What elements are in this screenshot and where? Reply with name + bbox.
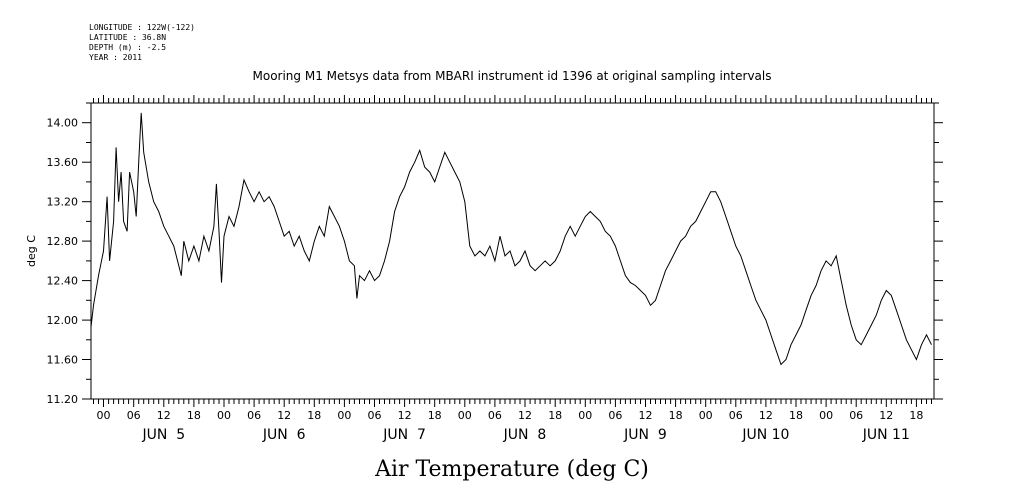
- x-day-label: JUN 5: [141, 427, 185, 443]
- x-hour-label: 18: [669, 409, 683, 422]
- x-hour-label: 06: [127, 409, 141, 422]
- x-hour-label: 18: [789, 409, 803, 422]
- x-hour-label: 00: [337, 409, 351, 422]
- x-axis-day-labels: JUN 5 JUN 6 JUN 7 JUN 8 JUN 9 JUN 10 JUN 11: [141, 427, 909, 443]
- x-hour-label: 00: [578, 409, 592, 422]
- x-day-label: JUN 9: [623, 427, 667, 443]
- x-axis-hour-labels: 00 06 12 18 00 06 12 18 00 06 12 18 00 06 12 18 00 06 12 18…: [97, 409, 924, 422]
- x-axis-label: Air Temperature (deg C): [374, 457, 649, 482]
- y-axis-tick-labels: 11.20 11.60 12.00 12.40 12.80 13.20 13.60 14.00: [47, 117, 79, 406]
- x-hour-label: 00: [458, 409, 472, 422]
- latitude-label: LATITUDE : 36.8N: [89, 33, 166, 42]
- x-hour-label: 12: [759, 409, 773, 422]
- x-hour-label: 00: [217, 409, 231, 422]
- chart-title: Mooring M1 Metsys data from MBARI instru…: [253, 69, 772, 83]
- x-hour-label: 06: [488, 409, 502, 422]
- x-day-label: JUN 6: [262, 427, 306, 443]
- x-hour-label: 00: [819, 409, 833, 422]
- y-tick-label: 11.60: [47, 354, 79, 367]
- y-tick-label: 12.00: [47, 314, 79, 327]
- x-hour-label: 18: [307, 409, 321, 422]
- x-hour-label: 18: [428, 409, 442, 422]
- year-label: YEAR : 2011: [89, 53, 142, 62]
- x-day-label: JUN 10: [741, 427, 789, 443]
- x-hour-label: 12: [518, 409, 532, 422]
- y-tick-label: 12.40: [47, 275, 79, 288]
- x-hour-label: 06: [368, 409, 382, 422]
- x-hour-label: 00: [699, 409, 713, 422]
- x-hour-label: 18: [187, 409, 201, 422]
- x-hour-label: 12: [277, 409, 291, 422]
- plot-frame: [90, 102, 935, 400]
- series-line-air-temperature: [90, 112, 932, 366]
- y-tick-label: 12.80: [47, 235, 79, 248]
- x-hour-label: 12: [157, 409, 171, 422]
- x-hour-label: 18: [548, 409, 562, 422]
- x-hour-label: 06: [247, 409, 261, 422]
- y-tick-label: 14.00: [47, 117, 79, 130]
- x-hour-label: 12: [639, 409, 653, 422]
- y-axis-ticks: [82, 102, 943, 400]
- x-day-label: JUN 7: [382, 427, 426, 443]
- x-hour-label: 12: [879, 409, 893, 422]
- x-hour-label: 00: [97, 409, 111, 422]
- bottom-minor-ticks: [93, 399, 932, 407]
- y-tick-label: 11.20: [47, 393, 79, 406]
- x-hour-label: 06: [729, 409, 743, 422]
- x-hour-label: 06: [608, 409, 622, 422]
- x-day-label: JUN 8: [503, 427, 547, 443]
- top-minor-ticks: [93, 95, 932, 103]
- x-hour-label: 06: [849, 409, 863, 422]
- y-axis-label: deg C: [25, 235, 38, 267]
- y-tick-label: 13.20: [47, 196, 79, 209]
- depth-label: DEPTH (m) : -2.5: [89, 43, 166, 52]
- y-tick-label: 13.60: [47, 156, 79, 169]
- x-hour-label: 18: [909, 409, 923, 422]
- x-day-label: JUN 11: [862, 427, 910, 443]
- x-hour-label: 12: [398, 409, 412, 422]
- longitude-label: LONGITUDE : 122W(-122): [89, 23, 195, 32]
